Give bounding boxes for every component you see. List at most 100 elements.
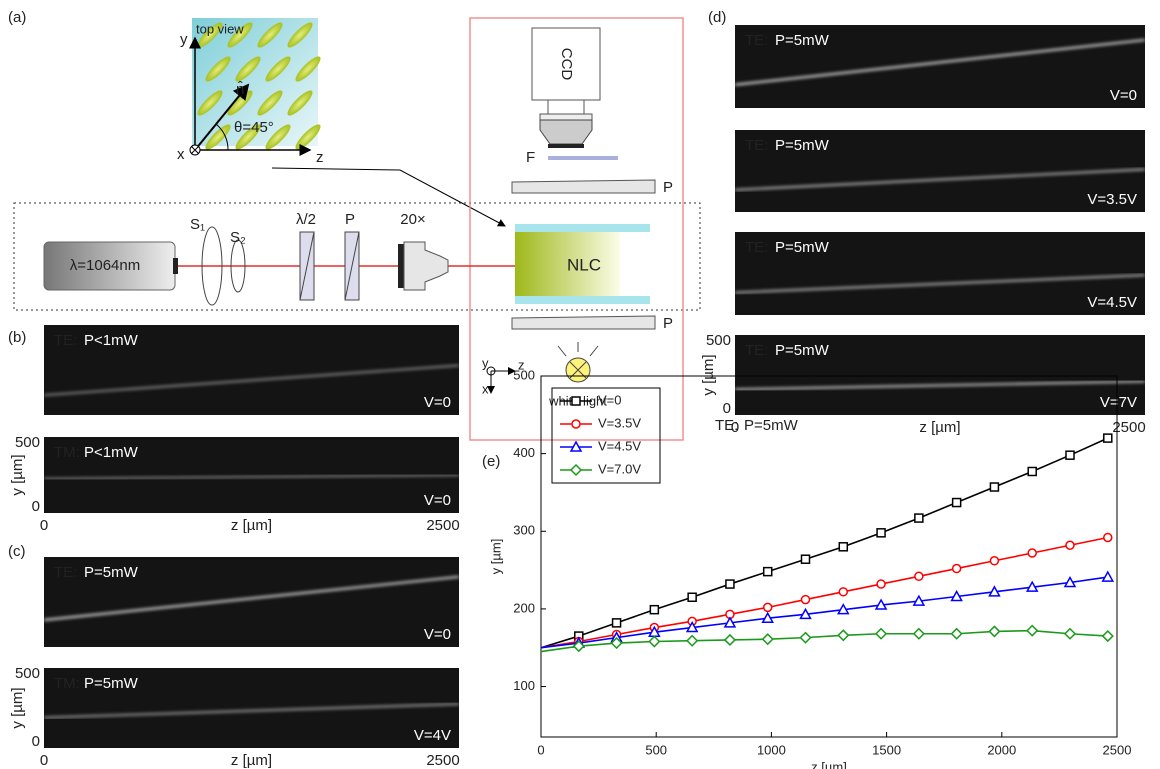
beam (734, 274, 1146, 294)
x-tick-label: 0 (40, 752, 48, 769)
marker (988, 625, 1001, 638)
molecule (205, 56, 231, 82)
power-label: P<1mW (84, 332, 139, 349)
legend-marker (571, 419, 581, 429)
x-tick-label: 2000 (987, 742, 1016, 757)
marker (648, 635, 661, 648)
beam-image (735, 232, 1145, 315)
mode-label: TE: (745, 342, 768, 359)
cell-label: NLC (567, 255, 601, 274)
marker (799, 631, 812, 644)
marker (723, 616, 737, 628)
legend-label: V=7.0V (598, 461, 641, 476)
axis-label: x (482, 381, 489, 396)
power-label: P=5mW (775, 32, 830, 49)
molecule (257, 22, 283, 48)
molecule (287, 22, 313, 48)
voltage-label: V=7V (1100, 394, 1137, 411)
series-line (540, 536, 1108, 649)
marker (649, 604, 660, 615)
marker (914, 571, 924, 582)
polarizer-label: P (663, 315, 673, 332)
marker (1027, 466, 1037, 477)
molecule (197, 90, 223, 116)
marker (838, 587, 849, 597)
director-label: n̂ (236, 80, 244, 97)
marker (837, 629, 850, 642)
molecule (295, 124, 321, 150)
beam-image (735, 335, 1145, 415)
y-tick-label: 0 (723, 400, 731, 417)
voltage-label: V=0 (424, 626, 451, 643)
y-tick-label: 100 (513, 678, 535, 693)
power-label: P=5mW (775, 342, 830, 359)
y-tick-label: 0 (32, 733, 40, 750)
marker (1101, 630, 1114, 643)
y-axis-label: y [µm] (9, 687, 26, 728)
legend-box (551, 387, 661, 484)
y-tick-label: 500 (706, 332, 731, 349)
series-line (540, 576, 1108, 649)
laser-output (173, 258, 178, 274)
beam-image (735, 130, 1145, 212)
marker (837, 603, 850, 615)
red-box (469, 17, 684, 441)
x-tick-label: 0 (40, 517, 48, 534)
axis-label: y (482, 355, 489, 370)
mode-label: TM: (54, 444, 80, 461)
legend-marker (569, 463, 583, 477)
legend-label: V=0 (598, 392, 622, 407)
power-label: P=5mW (84, 564, 139, 581)
y-tick-label: 500 (513, 367, 535, 382)
marker (1103, 532, 1113, 543)
molecule (235, 124, 261, 150)
y-tick-label: 400 (513, 445, 535, 460)
marker (875, 627, 888, 640)
molecule (265, 56, 291, 82)
cell-glass (515, 224, 650, 232)
marker (1063, 575, 1077, 588)
setup-diagram: (a) top view y z x n̂ θ=45° λ=1064nm S₁ … (8, 9, 726, 560)
x-tick-label: 2500 (426, 517, 459, 534)
lamp-rays (557, 342, 599, 379)
axis-label: x (177, 146, 185, 163)
voltage-label: V=4.5V (1087, 294, 1137, 311)
x-tick-label: 2500 (1112, 419, 1145, 436)
lens-label: S₁ (190, 216, 205, 233)
beam (43, 473, 460, 480)
axis-into (191, 146, 199, 154)
marker (800, 554, 811, 564)
marker (572, 640, 585, 653)
y-tick-label: 0 (32, 498, 40, 515)
mode-label: TE: (745, 239, 768, 256)
y-axis-label: y [µm] (9, 454, 26, 495)
lens-front (548, 144, 584, 148)
marker (838, 542, 849, 552)
power-label: P<1mW (84, 444, 139, 461)
x-tick-label: 1500 (872, 742, 901, 757)
voltage-label: V=0 (424, 394, 451, 411)
waveplate-line (299, 231, 315, 301)
polarizer (511, 179, 656, 194)
marker (989, 482, 1000, 492)
objective (398, 244, 404, 288)
marker (687, 592, 697, 603)
marker (1065, 450, 1075, 460)
marker (950, 627, 963, 640)
marker (685, 620, 699, 633)
y-tick-label: 300 (513, 523, 535, 538)
marker (1101, 570, 1115, 582)
beam-image (44, 668, 459, 748)
cell-glass (515, 296, 650, 304)
marker (799, 607, 812, 620)
molecule (265, 124, 291, 150)
molecule (227, 22, 253, 48)
camera-label: CCD (558, 48, 575, 81)
beam-image (735, 25, 1145, 108)
marker (761, 611, 774, 623)
panel-label: (c) (8, 543, 26, 560)
lens (201, 226, 223, 306)
molecules (197, 22, 321, 150)
panel-label: (e) (482, 453, 500, 470)
marker (950, 589, 963, 602)
